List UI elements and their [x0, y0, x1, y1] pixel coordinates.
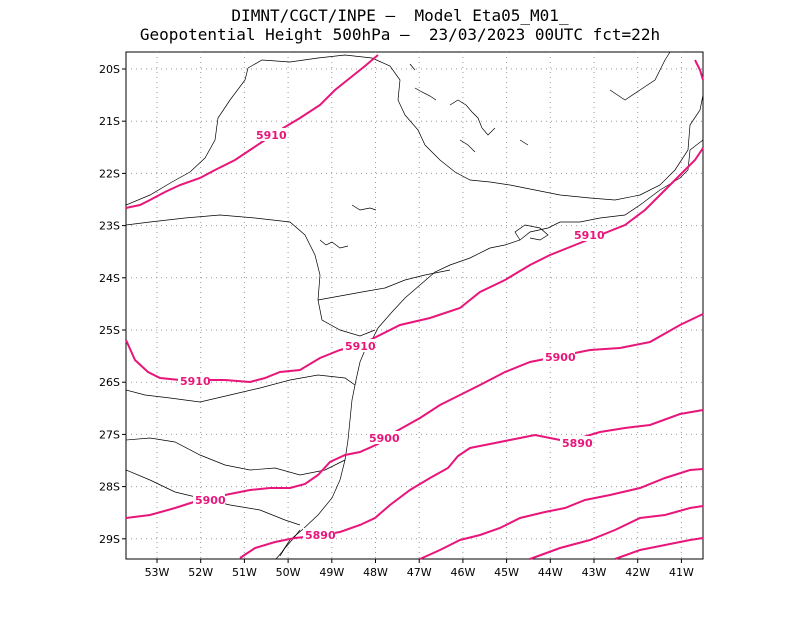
reservoir-3: [351, 204, 377, 211]
contour-5890-2: [529, 505, 704, 560]
map-title-line2: Geopotential Height 500hPa – 23/03/2023 …: [139, 25, 661, 44]
contour-label-5910-b: 5910: [574, 229, 605, 242]
lon-tick-label: 53W: [145, 566, 170, 579]
axis-ticks: 20S 21S 22S 23S 24S 25S 26S 27S 28S 29S 53W 52W 51W 5…: [99, 63, 694, 579]
contour-label-5890-a: 5890: [562, 437, 593, 450]
state-border-sc-rs: [125, 437, 346, 476]
coastline: [275, 139, 704, 560]
state-border-ms: [125, 67, 249, 206]
bay-outline: [514, 224, 549, 241]
state-border-sp-pr: [317, 269, 451, 301]
reservoir-1: [449, 99, 496, 136]
lon-tick-label: 49W: [319, 566, 344, 579]
state-border-sc: [125, 374, 356, 403]
lon-tick-label: 42W: [625, 566, 650, 579]
contour-5910-north: [125, 54, 379, 209]
height-contours: [125, 54, 704, 560]
reservoir-2: [414, 87, 437, 101]
lon-tick-label: 50W: [276, 566, 301, 579]
contour-labels: 5910 5910 5910 5910 5900 5900 5900 5890 …: [178, 128, 605, 542]
lat-tick-label: 20S: [99, 63, 120, 76]
map-title-line1: DIMNT/CGCT/INPE – Model Eta05_M01_: [231, 6, 569, 25]
reservoir-4: [319, 239, 349, 249]
coastline-borders: [125, 51, 704, 560]
lat-tick-label: 26S: [99, 376, 120, 389]
lon-tick-label: 51W: [232, 566, 257, 579]
contour-5890-1: [419, 468, 704, 560]
contour-label-5910-a: 5910: [256, 129, 287, 142]
reservoir-5: [459, 139, 476, 153]
state-border-pr: [125, 214, 376, 337]
lon-tick-label: 43W: [582, 566, 607, 579]
lon-tick-label: 41W: [669, 566, 694, 579]
state-border-north: [247, 54, 704, 201]
lat-tick-label: 21S: [99, 115, 120, 128]
lagoon-outline: [279, 529, 301, 557]
state-border-mg-es: [609, 51, 671, 101]
lon-tick-label: 47W: [407, 566, 432, 579]
lat-tick-label: 29S: [99, 533, 120, 546]
contour-5910-ne: [694, 59, 704, 81]
lat-tick-label: 28S: [99, 481, 120, 494]
lat-tick-label: 25S: [99, 324, 120, 337]
lon-tick-label: 48W: [363, 566, 388, 579]
contour-label-5890-b: 5890: [305, 529, 336, 542]
lat-tick-label: 22S: [99, 167, 120, 180]
lat-tick-label: 24S: [99, 272, 120, 285]
reservoir-7: [409, 63, 416, 71]
grid-lines: [126, 52, 703, 559]
contour-label-5900-c: 5900: [195, 494, 226, 507]
lat-tick-label: 23S: [99, 220, 120, 233]
lat-tick-label: 27S: [99, 428, 120, 441]
contour-label-5910-c: 5910: [345, 340, 376, 353]
lon-tick-label: 45W: [494, 566, 519, 579]
contour-label-5910-d: 5910: [180, 375, 211, 388]
reservoir-6: [519, 139, 529, 146]
lon-tick-label: 46W: [450, 566, 475, 579]
lon-tick-label: 52W: [188, 566, 213, 579]
map-frame: [125, 51, 704, 560]
contour-label-5900-b: 5900: [369, 432, 400, 445]
contour-5890-3: [614, 537, 704, 560]
lon-tick-label: 44W: [538, 566, 563, 579]
contour-label-5900-a: 5900: [545, 351, 576, 364]
